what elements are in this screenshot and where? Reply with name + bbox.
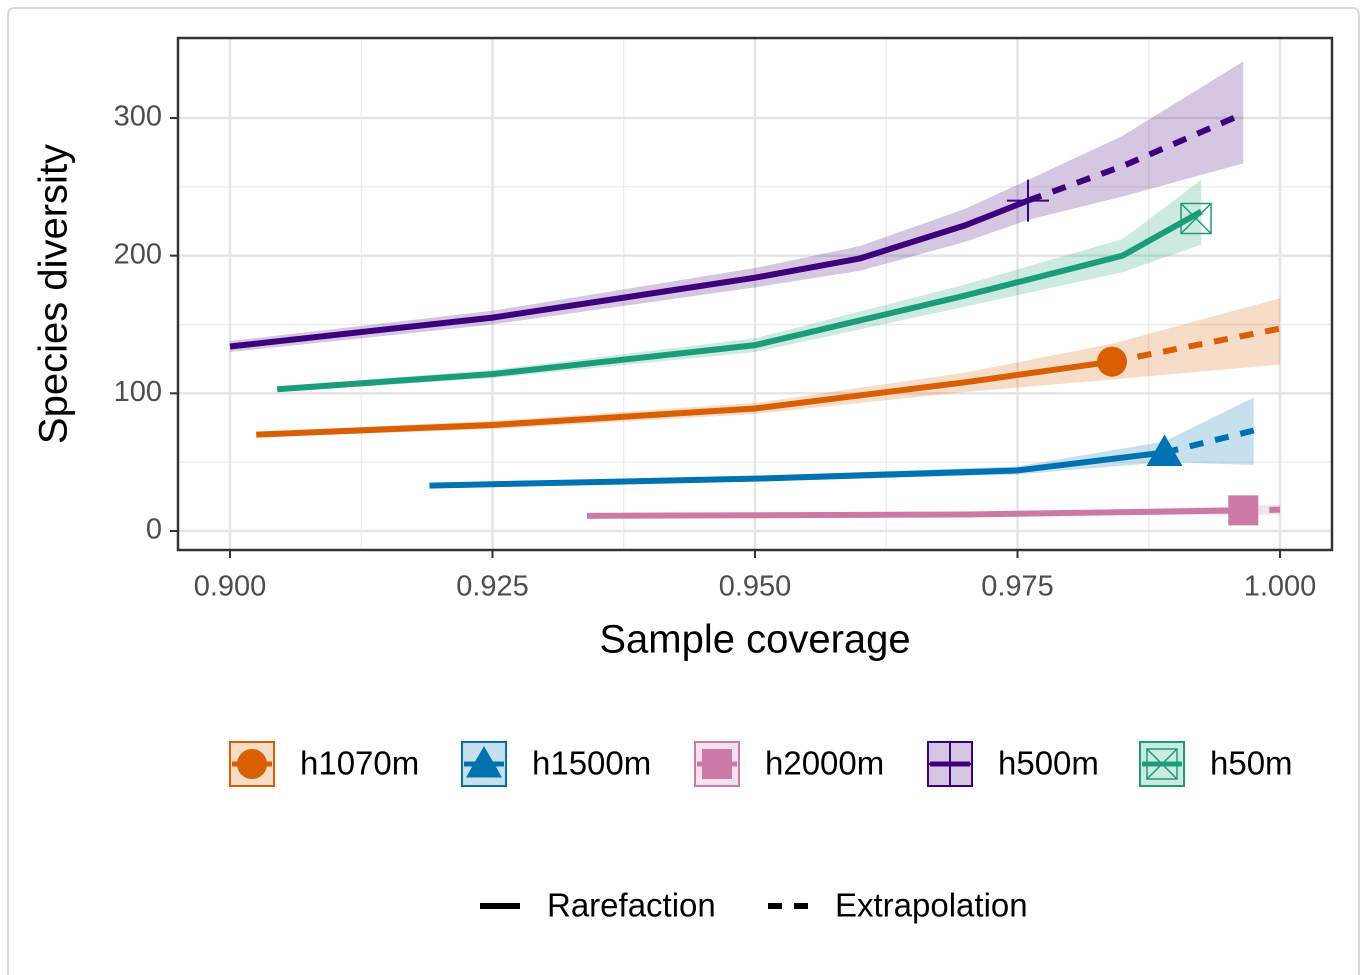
legend-label: h50m	[1210, 745, 1293, 782]
linetype-label: Extrapolation	[835, 887, 1028, 924]
rarefaction-line	[256, 358, 1113, 438]
legend-label: h1500m	[532, 745, 651, 782]
marker	[1146, 748, 1178, 780]
confidence-band	[229, 61, 1244, 353]
y-axis-title: Species diversity	[32, 144, 76, 444]
marker	[1146, 434, 1183, 467]
x-tick-label: 0.900	[194, 571, 267, 603]
marker	[702, 749, 732, 779]
legend-label: h500m	[998, 745, 1099, 782]
linetype-label: Rarefaction	[547, 887, 716, 924]
legend-label: h2000m	[765, 745, 884, 782]
marker	[466, 746, 502, 778]
x-tick-label: 1.000	[1244, 571, 1317, 603]
x-tick-label: 0.925	[456, 571, 529, 603]
y-tick-label: 300	[114, 101, 162, 133]
rarefaction-line	[277, 208, 1203, 393]
rarefaction-line	[586, 507, 1244, 519]
y-tick-label: 100	[114, 376, 162, 408]
marker	[1007, 179, 1050, 222]
marker	[1180, 202, 1212, 235]
y-tick-label: 200	[114, 238, 162, 270]
marker	[929, 743, 971, 785]
rarefaction-line	[429, 449, 1165, 489]
y-tick-label: 0	[146, 514, 162, 546]
marker	[1228, 495, 1259, 526]
marker	[1097, 346, 1128, 377]
extrapolation-line	[1026, 111, 1245, 204]
legend-label: h1070m	[300, 745, 419, 782]
x-axis-title: Sample coverage	[599, 618, 910, 662]
extrapolation-line	[1111, 325, 1281, 365]
x-tick-label: 0.950	[719, 571, 792, 603]
x-tick-label: 0.975	[981, 571, 1054, 603]
rarefaction-line	[229, 197, 1030, 350]
marker	[237, 749, 267, 779]
